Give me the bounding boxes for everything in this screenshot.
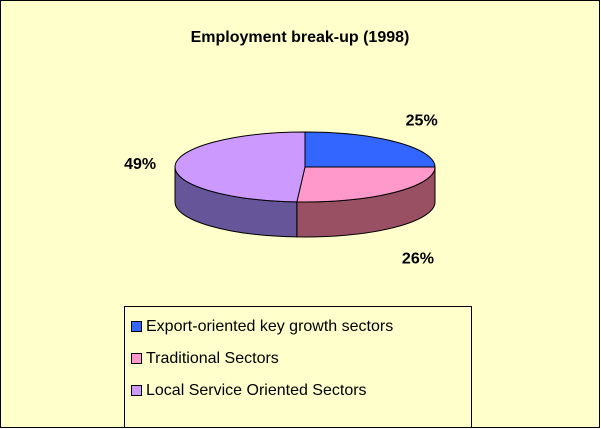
data-label: 26% (402, 251, 434, 268)
data-label: 25% (406, 112, 438, 129)
legend-label: Export-oriented key growth sectors (146, 318, 393, 335)
slice (174, 131, 306, 203)
legend-swatch (131, 385, 142, 396)
slice (304, 131, 436, 168)
legend-swatch (131, 353, 142, 364)
legend-label: Local Service Oriented Sectors (146, 382, 367, 399)
legend-swatch (131, 321, 142, 332)
chart-title: Employment break-up (1998) (191, 29, 410, 46)
legend (124, 306, 472, 428)
legend-label: Traditional Sectors (146, 350, 279, 367)
data-label: 49% (124, 156, 156, 173)
slice (296, 166, 436, 203)
